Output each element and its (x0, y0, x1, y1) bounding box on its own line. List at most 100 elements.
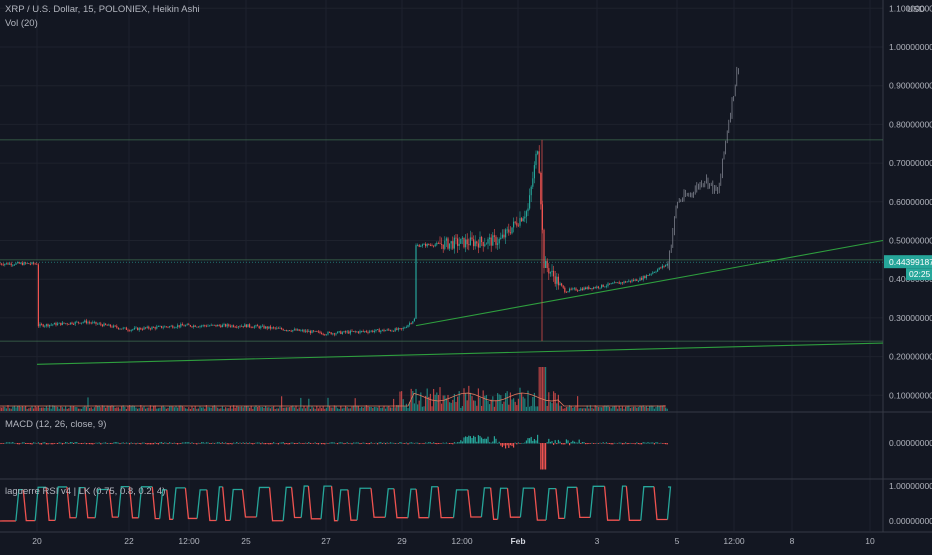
macd-bar (86, 443, 87, 444)
volume-bar (508, 405, 509, 411)
candle-body (377, 329, 378, 330)
candle-body (295, 329, 296, 330)
volume-bar (638, 407, 639, 411)
candle-body (385, 330, 386, 331)
volume-bar (268, 407, 269, 411)
currency-button[interactable]: USD (899, 4, 925, 17)
candle-body (406, 327, 407, 328)
macd-bar (286, 443, 287, 444)
candle-body (471, 237, 472, 239)
macd-bar (129, 443, 130, 444)
macd-bar (572, 441, 573, 444)
candle-body (457, 238, 458, 246)
candle-body (500, 238, 501, 239)
candle-body (44, 326, 45, 327)
macd-bar (654, 443, 655, 444)
volume-bar (423, 406, 424, 411)
candle-body (257, 325, 258, 326)
macd-bar (491, 443, 492, 444)
macd-bar (38, 442, 39, 443)
candle-body (39, 324, 40, 326)
macd-bar (295, 443, 296, 444)
macd-bar (225, 443, 226, 444)
macd-bar (459, 442, 460, 443)
volume-bar (207, 407, 208, 411)
macd-bar (204, 443, 205, 444)
candle-body (611, 283, 612, 284)
time-tick-label: 20 (32, 536, 42, 546)
candle-body (537, 151, 538, 154)
macd-bar (303, 443, 304, 444)
candle-body (297, 329, 298, 330)
macd-bar (614, 443, 615, 444)
rsi-segment (332, 486, 338, 521)
macd-bar (260, 443, 261, 444)
candle-body (366, 331, 367, 332)
macd-bar (639, 443, 640, 444)
volume-bar (515, 402, 516, 411)
volume-bar (558, 395, 559, 411)
volume-bar (228, 408, 229, 411)
volume-indicator-label[interactable]: Vol (20) (5, 18, 38, 29)
macd-bar (350, 443, 351, 444)
candle-body (628, 281, 629, 282)
volume-bar (270, 408, 271, 411)
macd-bar (449, 443, 450, 444)
candle-body (523, 218, 524, 221)
macd-bar (657, 442, 658, 443)
rsi-indicator-label[interactable]: laguerre RSI v4 | LK (0.75, 0.8, 0.2, 4) (5, 486, 165, 497)
macd-bar (174, 443, 175, 444)
volume-bar (188, 407, 189, 411)
volume-bar (311, 406, 312, 411)
volume-bar (462, 406, 463, 411)
candle-body (193, 326, 194, 327)
macd-bar (663, 443, 664, 444)
volume-bar (60, 406, 61, 411)
candle-body (263, 326, 264, 329)
candle-body (545, 261, 546, 268)
candle-body (588, 287, 589, 289)
volume-bar (267, 407, 268, 411)
candle-body (473, 239, 474, 246)
volume-bar (83, 407, 84, 411)
volume-bar (211, 408, 212, 411)
candle-body (143, 327, 144, 329)
candle-body (217, 325, 218, 326)
candle-body (103, 324, 104, 327)
macd-bar (401, 443, 402, 444)
candle-body (390, 330, 391, 331)
volume-bar (36, 407, 37, 411)
candle-body (614, 282, 615, 283)
volume-bar (305, 408, 306, 411)
volume-bar (51, 409, 52, 411)
macd-indicator-label[interactable]: MACD (12, 26, close, 9) (5, 419, 106, 430)
macd-bar (268, 443, 269, 444)
symbol-title[interactable]: XRP / U.S. Dollar, 15, POLONIEX, Heikin … (5, 4, 200, 15)
volume-bar (523, 397, 524, 411)
volume-bar (623, 409, 624, 411)
macd-bar (257, 443, 258, 444)
macd-bar (76, 442, 77, 443)
candle-body (428, 244, 429, 245)
candle-body (235, 327, 236, 328)
candle-body (379, 329, 380, 332)
macd-bar (467, 437, 468, 443)
macd-bar (359, 443, 360, 444)
volume-bar (73, 406, 74, 411)
macd-bar (299, 442, 300, 443)
macd-bar (529, 438, 530, 443)
volume-bar (446, 398, 447, 411)
volume-bar (283, 408, 284, 411)
macd-bar (219, 442, 220, 443)
volume-bar (412, 391, 413, 411)
macd-bar (126, 443, 127, 444)
macd-bar (57, 443, 58, 444)
macd-bar (284, 443, 285, 444)
macd-bar (188, 442, 189, 443)
candle-body (502, 235, 503, 238)
candle-body (316, 331, 317, 332)
volume-bar (313, 407, 314, 411)
volume-bar (358, 406, 359, 411)
